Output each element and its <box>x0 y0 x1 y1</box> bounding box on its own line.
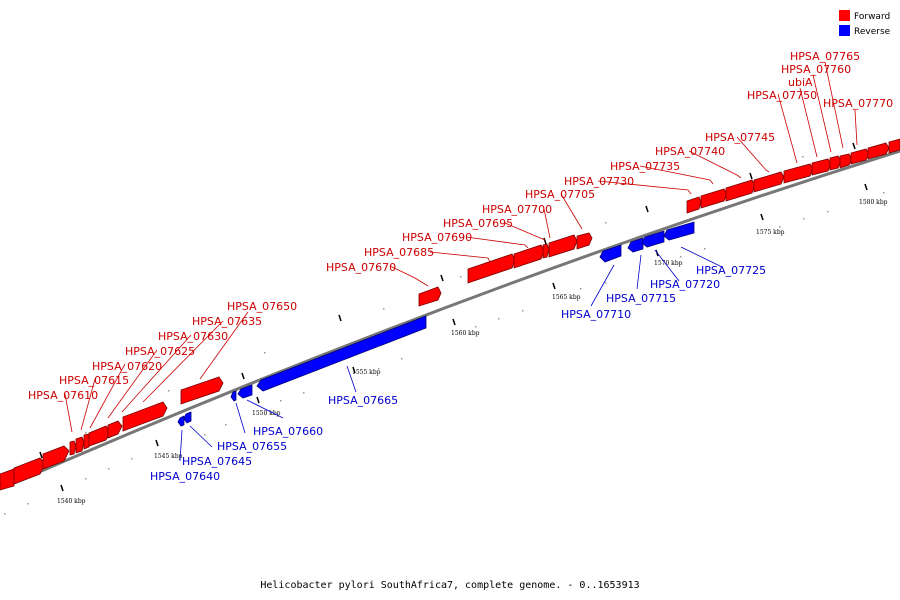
gene-arrow-reverse[interactable] <box>663 221 695 241</box>
gene-arrow-forward[interactable] <box>888 138 900 154</box>
gene-arrow-forward[interactable] <box>700 188 728 209</box>
forward-genes <box>0 138 900 491</box>
gene-label-reverse[interactable]: HPSA_07640 <box>150 470 220 483</box>
gene-label-reverse[interactable]: HPSA_07715 <box>606 292 676 305</box>
gene-label-reverse[interactable]: HPSA_07665 <box>328 394 398 407</box>
gene-arrow-forward[interactable] <box>542 243 550 259</box>
gene-arrow-reverse[interactable] <box>599 244 622 263</box>
tick-label: 1550 kbp <box>252 410 281 417</box>
gene-label-forward[interactable]: HPSA_07745 <box>705 131 775 144</box>
gene-label-forward[interactable]: HPSA_07735 <box>610 160 680 173</box>
tick-label: 1545 kbp <box>154 453 183 460</box>
gene-label-forward[interactable]: HPSA_07750 <box>747 89 817 102</box>
gene-arrow-forward[interactable] <box>180 376 224 405</box>
legend-reverse-label: Reverse <box>854 27 891 37</box>
gene-arrow-reverse[interactable] <box>237 384 253 399</box>
gene-label-reverse[interactable]: HPSA_07660 <box>253 425 323 438</box>
gene-label-forward[interactable]: HPSA_07760 <box>781 63 851 76</box>
gene-arrow-forward[interactable] <box>75 436 85 454</box>
gene-label-forward[interactable]: HPSA_07625 <box>125 345 195 358</box>
tick-label: 1560 kbp <box>451 330 480 337</box>
gene-arrow-forward[interactable] <box>122 401 168 432</box>
gene-arrow-forward[interactable] <box>13 457 46 485</box>
gene-label-forward[interactable]: HPSA_07685 <box>364 246 434 259</box>
gene-label-forward[interactable]: HPSA_07695 <box>443 217 513 230</box>
gene-label-forward[interactable]: HPSA_07610 <box>28 389 98 402</box>
gene-label-reverse[interactable]: HPSA_07710 <box>561 308 631 321</box>
gene-arrow-forward[interactable] <box>467 253 516 284</box>
gene-arrow-forward[interactable] <box>513 244 545 269</box>
tick-label: 1555 kbp <box>352 369 381 376</box>
forward-leader-lines <box>64 61 858 433</box>
legend-reverse-swatch <box>839 25 850 36</box>
gene-arrow-forward[interactable] <box>107 420 123 439</box>
gene-label-forward[interactable]: ubiA <box>788 76 813 89</box>
gene-label-forward[interactable]: HPSA_07770 <box>823 97 893 110</box>
gene-label-reverse[interactable]: HPSA_07720 <box>650 278 720 291</box>
gene-arrow-forward[interactable] <box>69 440 77 456</box>
figure-caption: Helicobacter pylori SouthAfrica7, comple… <box>260 580 639 591</box>
tick-label: 1580 kbp <box>859 199 888 206</box>
gene-arrow-forward[interactable] <box>839 153 853 169</box>
gene-label-forward[interactable]: HPSA_07620 <box>92 360 162 373</box>
gene-arrow-forward[interactable] <box>783 163 814 184</box>
legend-forward-swatch <box>839 10 850 21</box>
gene-arrow-reverse[interactable] <box>256 315 427 392</box>
forward-gene-labels: HPSA_07610 HPSA_07615 HPSA_07620 HPSA_07… <box>28 50 893 402</box>
legend-forward-label: Forward <box>854 12 890 22</box>
gene-label-forward[interactable]: HPSA_07615 <box>59 374 129 387</box>
gene-label-forward[interactable]: HPSA_07650 <box>227 300 297 313</box>
gene-label-forward[interactable]: HPSA_07700 <box>482 203 552 216</box>
gene-label-forward[interactable]: HPSA_07690 <box>402 231 472 244</box>
tick-label: 1540 kbp <box>57 498 86 505</box>
gene-label-forward[interactable]: HPSA_07765 <box>790 50 860 63</box>
gene-arrow-reverse[interactable] <box>627 237 644 253</box>
gene-label-reverse[interactable]: HPSA_07725 <box>696 264 766 277</box>
gene-arrow-reverse[interactable] <box>177 415 185 427</box>
gene-arrow-forward[interactable] <box>0 468 15 491</box>
gene-label-forward[interactable]: HPSA_07730 <box>564 175 634 188</box>
reverse-gene-labels: HPSA_07640 HPSA_07645 HPSA_07655 HPSA_07… <box>150 264 766 483</box>
gene-arrow-reverse[interactable] <box>641 230 665 248</box>
gene-arrow-forward[interactable] <box>753 171 785 193</box>
gene-arrow-reverse[interactable] <box>230 390 237 402</box>
gene-arrow-forward[interactable] <box>829 155 842 171</box>
gene-label-forward[interactable]: HPSA_07740 <box>655 145 725 158</box>
gene-arrow-forward[interactable] <box>850 148 870 165</box>
gene-label-reverse[interactable]: HPSA_07655 <box>217 440 287 453</box>
gene-arrow-forward[interactable] <box>418 286 442 307</box>
reverse-genes <box>177 221 695 427</box>
tick-label: 1565 kbp <box>552 294 581 301</box>
reverse-leader-lines <box>179 246 723 462</box>
gene-arrow-forward[interactable] <box>725 179 756 202</box>
gene-label-forward[interactable]: HPSA_07635 <box>192 315 262 328</box>
gene-label-forward[interactable]: HPSA_07670 <box>326 261 396 274</box>
gene-arrow-forward[interactable] <box>548 234 578 258</box>
tick-label: 1575 kbp <box>756 229 785 236</box>
gene-label-forward[interactable]: HPSA_07705 <box>525 188 595 201</box>
gene-arrow-reverse[interactable] <box>183 411 192 424</box>
legend: Forward Reverse <box>839 10 891 37</box>
gene-arrow-forward[interactable] <box>867 142 890 160</box>
minor-ticks <box>4 156 885 515</box>
genome-backbone <box>0 149 900 491</box>
tick-label: 1570 kbp <box>654 260 683 267</box>
gene-arrow-forward[interactable] <box>811 158 832 176</box>
gene-arrow-forward[interactable] <box>42 445 70 470</box>
tick-labels: 1540 kbp 1545 kbp 1550 kbp 1555 kbp 1560… <box>57 199 888 505</box>
gene-arrow-forward[interactable] <box>576 232 593 250</box>
gene-label-forward[interactable]: HPSA_07630 <box>158 330 228 343</box>
major-ticks <box>39 142 868 492</box>
gene-label-reverse[interactable]: HPSA_07645 <box>182 455 252 468</box>
gene-arrow-forward[interactable] <box>686 196 702 214</box>
